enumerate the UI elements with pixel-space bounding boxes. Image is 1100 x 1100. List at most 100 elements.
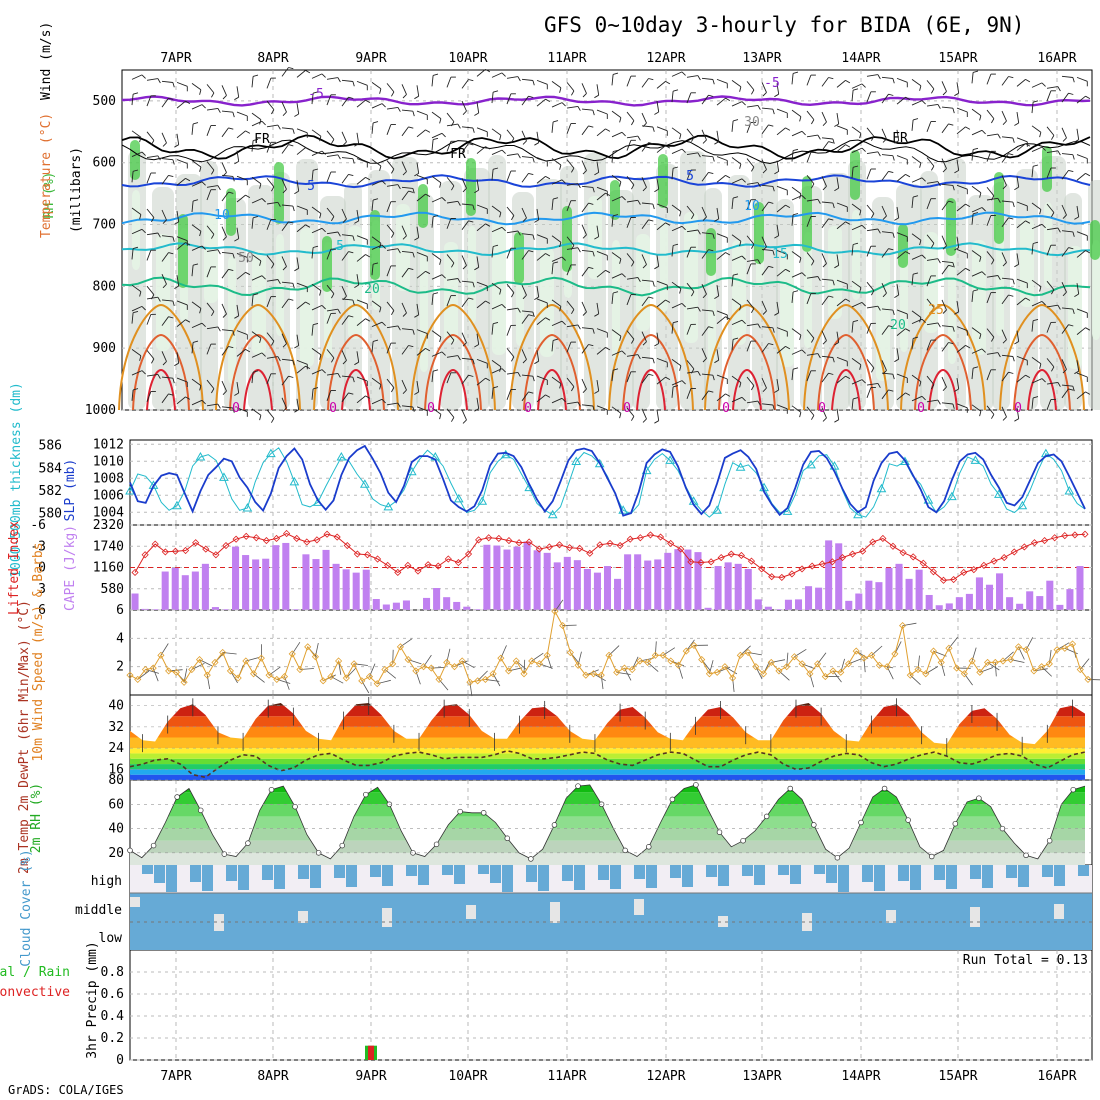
wind10-marker bbox=[559, 622, 567, 630]
wind-barb-flag bbox=[952, 403, 955, 409]
rh-shade-light bbox=[228, 256, 236, 384]
wind-barb bbox=[791, 150, 794, 162]
wind-barb-flag bbox=[697, 306, 701, 312]
wind-barb-flag bbox=[681, 71, 686, 76]
wind-barb bbox=[1061, 359, 1067, 370]
wind-barb-flag bbox=[852, 397, 859, 400]
wind-barb-flag bbox=[588, 344, 594, 347]
wind10-marker bbox=[914, 665, 922, 674]
wind-barb bbox=[611, 370, 614, 382]
wind-barb bbox=[956, 249, 968, 254]
lifted-index-marker bbox=[788, 570, 796, 578]
th-ytick: 584 bbox=[39, 461, 63, 476]
wind-barb bbox=[656, 203, 668, 209]
wind-barb bbox=[461, 332, 467, 343]
wind-barb bbox=[401, 225, 407, 236]
wind-barb-flag bbox=[354, 220, 359, 224]
wind-barb-flag bbox=[217, 185, 221, 191]
wind-barb-flag bbox=[972, 289, 979, 292]
wind-barb bbox=[326, 308, 338, 312]
wind-barb bbox=[326, 372, 338, 376]
wind-barb bbox=[521, 95, 529, 106]
wind-barb-flag bbox=[485, 300, 491, 304]
precip-ylabel: 3hr Precip (mm) bbox=[85, 941, 100, 1058]
wind-barb bbox=[836, 144, 846, 152]
wind-barb bbox=[566, 183, 578, 186]
wind-barb-flag bbox=[365, 395, 371, 399]
wind-barb-flag bbox=[337, 231, 341, 237]
wind-barb-flag bbox=[511, 292, 515, 298]
wind10-marker bbox=[860, 654, 868, 662]
wind-barb-flag bbox=[871, 290, 875, 296]
wind-barb bbox=[311, 150, 323, 156]
lifted-index-marker bbox=[242, 532, 250, 540]
wind-barb-flag bbox=[828, 77, 834, 80]
wind-barb-flag bbox=[321, 227, 326, 233]
wind-barb bbox=[221, 191, 229, 202]
wind-barb bbox=[1061, 230, 1073, 233]
wind-barb bbox=[641, 112, 647, 124]
lifted-index-marker bbox=[252, 534, 260, 542]
wind-barb-flag bbox=[462, 419, 467, 424]
wind-barb bbox=[311, 304, 323, 311]
wind-barb bbox=[1016, 374, 1026, 383]
wind-barb bbox=[776, 127, 786, 136]
wind-barb bbox=[626, 199, 638, 203]
rh-shade-green bbox=[466, 158, 476, 216]
wind-barb-flag bbox=[261, 120, 266, 126]
wind-barb bbox=[521, 391, 529, 402]
wind-barb bbox=[1076, 308, 1088, 314]
wind-barb bbox=[281, 281, 293, 284]
wind-barb-flag bbox=[582, 93, 587, 98]
wind-barb bbox=[1061, 388, 1069, 399]
wind-barb bbox=[866, 127, 875, 137]
wind-barb bbox=[1061, 92, 1069, 103]
lifted-index-marker bbox=[1000, 554, 1008, 562]
wind-barb bbox=[371, 200, 374, 212]
wind-barb bbox=[491, 303, 503, 310]
wind-barb-flag bbox=[132, 169, 139, 172]
wind-barb-flag bbox=[981, 348, 986, 353]
wind-barb bbox=[206, 249, 218, 252]
wind-barb-flag bbox=[888, 170, 894, 174]
wind-barb bbox=[356, 235, 368, 241]
wind-barb bbox=[596, 251, 608, 256]
rh-shade-light bbox=[156, 234, 170, 351]
wind-barb-flag bbox=[592, 110, 595, 116]
wind-barb-flag bbox=[492, 321, 499, 325]
wind-barb bbox=[536, 208, 540, 220]
wind-barb bbox=[716, 97, 726, 106]
wind-barb-flag bbox=[499, 212, 502, 218]
wind-barb bbox=[131, 171, 134, 183]
wind-barb-flag bbox=[151, 217, 155, 223]
wind-barb bbox=[416, 129, 426, 138]
wind-barb-flag bbox=[712, 310, 715, 317]
wind-barb bbox=[776, 108, 788, 114]
wind-barb bbox=[551, 263, 554, 275]
lifted-index-marker bbox=[485, 534, 493, 542]
wind10-marker bbox=[798, 660, 806, 668]
wind-barb bbox=[926, 198, 932, 210]
wind-barb-flag bbox=[1041, 301, 1046, 306]
wind-barb-flag bbox=[312, 91, 319, 94]
wind-barb-flag bbox=[532, 80, 535, 86]
contour-label: 15 bbox=[772, 247, 788, 262]
wind-barb bbox=[1001, 200, 1013, 203]
contour-25-loop bbox=[608, 303, 694, 411]
wind-barb-flag bbox=[942, 91, 947, 96]
wind-barb bbox=[446, 141, 452, 152]
wind-barb bbox=[926, 275, 932, 287]
cape-bar bbox=[1026, 591, 1034, 610]
wind-barb-flag bbox=[192, 340, 199, 343]
lifted-index-marker bbox=[717, 554, 725, 562]
wind10-marker bbox=[504, 667, 513, 675]
wind-barb-flag bbox=[408, 190, 414, 193]
wind-barb bbox=[761, 249, 773, 252]
wind-barb bbox=[281, 298, 289, 309]
contour-label: FR bbox=[450, 147, 466, 162]
rh-marker bbox=[268, 786, 275, 793]
cape-bar bbox=[312, 559, 320, 610]
x-tick-top-12APR: 12APR bbox=[646, 51, 685, 66]
x-tick-top-11APR: 11APR bbox=[547, 51, 586, 66]
wind-barb bbox=[476, 256, 480, 268]
